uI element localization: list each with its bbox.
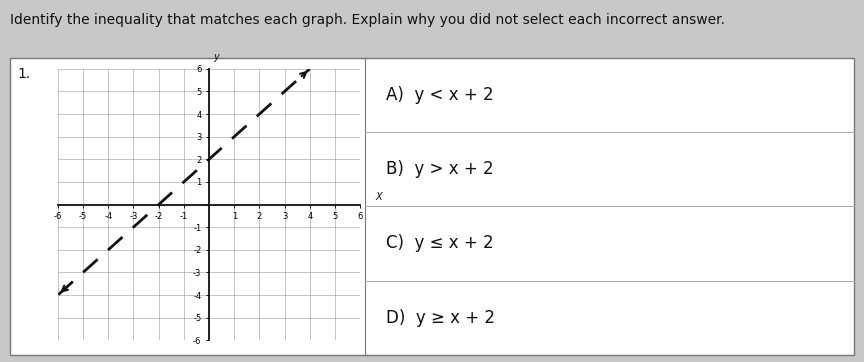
Text: D)  y ≥ x + 2: D) y ≥ x + 2 bbox=[386, 309, 495, 327]
Text: C)  y ≤ x + 2: C) y ≤ x + 2 bbox=[386, 235, 493, 252]
Text: y: y bbox=[213, 52, 219, 62]
Text: A)  y < x + 2: A) y < x + 2 bbox=[386, 86, 493, 104]
Text: Identify the inequality that matches each graph. Explain why you did not select : Identify the inequality that matches eac… bbox=[10, 13, 726, 27]
Text: B)  y > x + 2: B) y > x + 2 bbox=[386, 160, 493, 178]
Bar bbox=[10, 58, 854, 355]
Text: 1.: 1. bbox=[17, 67, 30, 81]
Text: X: X bbox=[375, 192, 382, 202]
